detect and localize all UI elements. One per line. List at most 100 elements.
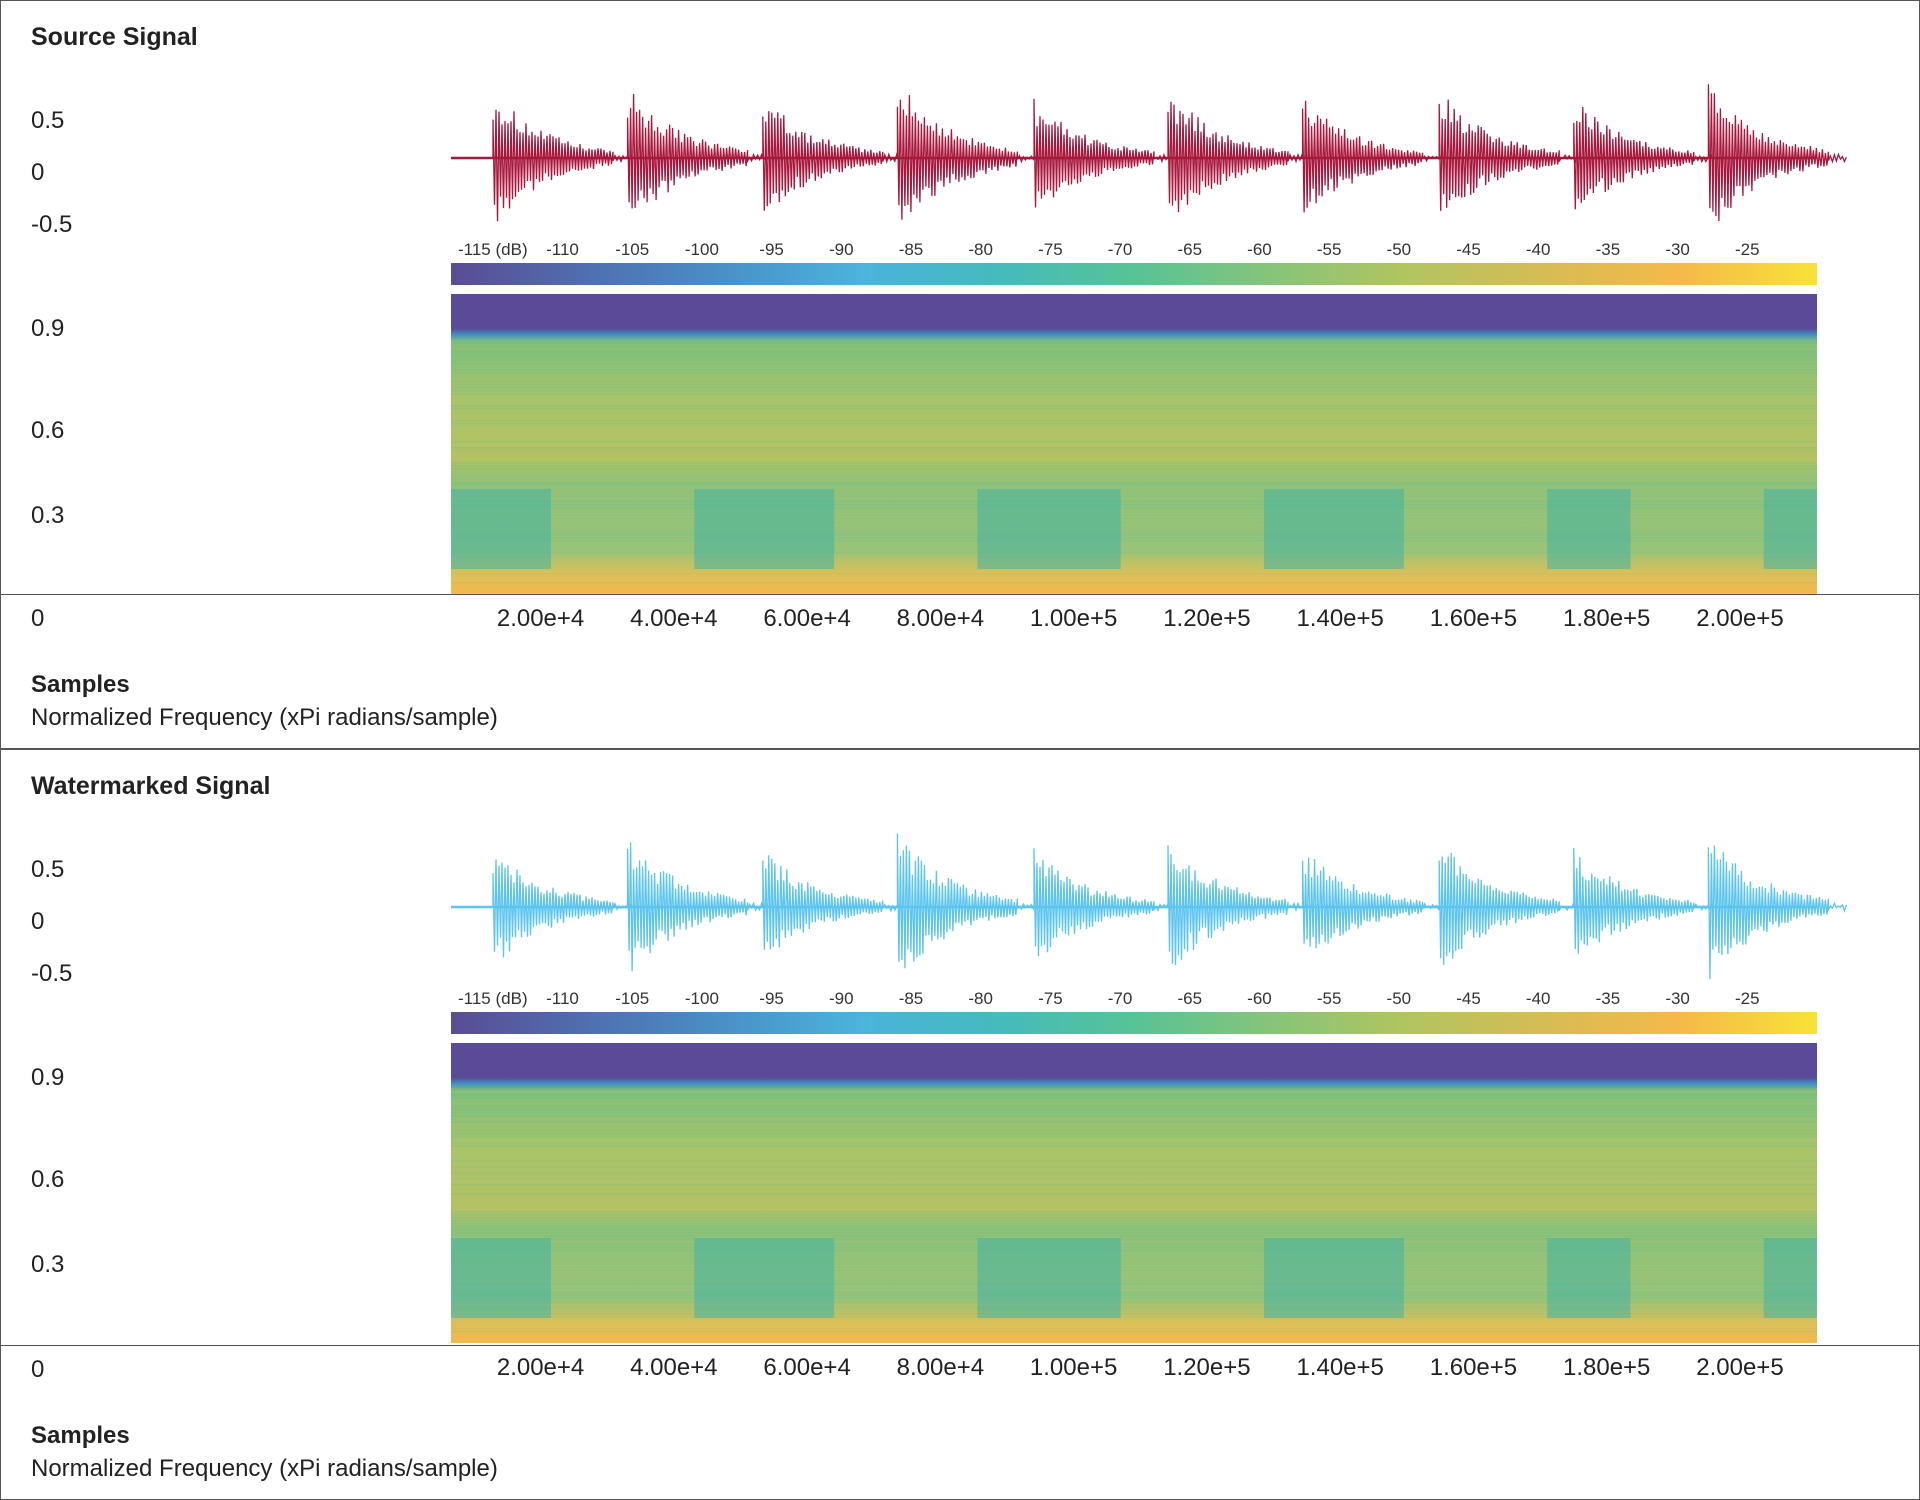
- spectrogram-texture: [451, 447, 1817, 449]
- spectrogram-texture: [451, 1136, 1817, 1138]
- spectrogram-texture: [451, 1295, 1817, 1297]
- spectrogram-texture: [451, 387, 1817, 389]
- colorbar-tick-label: -65: [1177, 240, 1202, 259]
- spectrogram-texture: [451, 474, 1817, 476]
- spectrogram-texture: [451, 1301, 1817, 1303]
- colorbar-tick-label: -35: [1596, 240, 1621, 259]
- spectrogram-texture: [451, 402, 1817, 404]
- spectrogram-texture: [451, 1298, 1817, 1300]
- spectrogram-texture: [451, 510, 1817, 512]
- spectrogram-texture: [451, 1184, 1817, 1186]
- colorbar-tick-label: -25: [1735, 989, 1760, 1008]
- spectrogram-texture: [451, 354, 1817, 356]
- spectrogram-texture: [451, 384, 1817, 386]
- x-tick-label: 1.00e+5: [1030, 605, 1117, 632]
- x-tick-label: 4.00e+4: [630, 605, 717, 632]
- spectrogram-texture: [451, 450, 1817, 452]
- colorbar-tick-label: -75: [1038, 240, 1063, 259]
- spectrogram-texture: [451, 1292, 1817, 1294]
- spectrogram-texture: [451, 1274, 1817, 1276]
- spectrogram-texture: [451, 441, 1817, 443]
- spectrogram-texture: [451, 414, 1817, 416]
- spectrogram-texture: [451, 357, 1817, 359]
- spectrogram-texture: [451, 1193, 1817, 1195]
- spectrogram-texture: [451, 1205, 1817, 1207]
- spectrogram-low-energy-block: [1263, 1238, 1404, 1318]
- spectrogram-texture: [451, 399, 1817, 401]
- waveform-burst: [896, 833, 1037, 969]
- spectrogram-texture: [451, 1211, 1817, 1213]
- waveform-burst: [1301, 100, 1442, 213]
- spectrogram-texture: [451, 498, 1817, 500]
- spectrogram-texture: [451, 372, 1817, 374]
- waveform-burst: [626, 93, 767, 209]
- spectrogram-texture: [451, 1115, 1817, 1117]
- waveform-burst: [896, 95, 1036, 220]
- spectrogram-texture: [451, 1208, 1817, 1210]
- colorbar-tick-label: -75: [1038, 989, 1063, 1008]
- spectrogram-texture: [451, 1172, 1817, 1174]
- spectrogram-texture: [451, 1124, 1817, 1126]
- spectrogram-ytick-1: 0.6: [31, 417, 65, 444]
- spectrogram-texture: [451, 501, 1817, 503]
- spectrogram-texture: [451, 1265, 1817, 1267]
- colorbar-tick-label: -65: [1177, 989, 1202, 1008]
- x-tick-label: 1.80e+5: [1563, 1354, 1650, 1381]
- spectrogram-texture: [451, 435, 1817, 437]
- spectrogram-texture: [451, 1145, 1817, 1147]
- spectrogram-texture: [451, 1160, 1817, 1162]
- spectrogram-texture: [451, 390, 1817, 392]
- spectrogram-texture: [451, 1310, 1817, 1312]
- spectrogram-texture: [451, 1271, 1817, 1273]
- source-signal-panel: Source Signal 0.5 0 -0.5 0.9 0.6 0.3 -11…: [0, 0, 1920, 749]
- spectrogram-texture: [451, 345, 1817, 347]
- spectrogram-texture: [451, 1244, 1817, 1246]
- spectrogram-texture: [451, 537, 1817, 539]
- spectrogram-texture: [451, 1196, 1817, 1198]
- colorbar-tick-label: -105: [615, 989, 649, 1008]
- axis-divider: [1, 1345, 1919, 1346]
- spectrogram-texture: [451, 1109, 1817, 1111]
- waveform-ytick-2: -0.5: [31, 960, 73, 987]
- spectrogram-texture: [451, 543, 1817, 545]
- spectrogram-texture: [451, 1223, 1817, 1225]
- spectrogram-texture: [451, 513, 1817, 515]
- spectrogram-texture: [451, 339, 1817, 341]
- spectrogram-ytick-2: 0.3: [31, 502, 65, 529]
- spectrogram-texture: [451, 1091, 1817, 1093]
- source-signal-chart: -115 (dB) -110 -105 -100 -95 -90 -85 -80 -75 -70 -…: [451, 84, 1847, 632]
- spectrogram-texture: [451, 1217, 1817, 1219]
- waveform-burst: [1707, 84, 1847, 222]
- colorbar-tick-label: -110: [546, 989, 579, 1008]
- spectrogram-low-energy-block: [1547, 1238, 1631, 1318]
- spectrogram-texture: [451, 1220, 1817, 1222]
- spectrogram-texture: [451, 1283, 1817, 1285]
- spectrogram-texture: [451, 486, 1817, 488]
- spectrogram-texture: [451, 1190, 1817, 1192]
- x-tick-label: 1.60e+5: [1430, 605, 1517, 632]
- spectrogram-texture: [451, 504, 1817, 506]
- spectrogram-texture: [451, 519, 1817, 521]
- spectrogram-texture: [451, 582, 1817, 584]
- spectrogram-texture: [451, 1328, 1817, 1330]
- spectrogram-ytick-0: 0.9: [31, 315, 65, 342]
- x-tick-label: 6.00e+4: [763, 1354, 850, 1381]
- spectrogram-texture: [451, 555, 1817, 557]
- spectrogram-texture: [451, 1157, 1817, 1159]
- spectrogram-texture: [451, 1214, 1817, 1216]
- colorbar-tick-label: -35: [1596, 989, 1621, 1008]
- spectrogram-texture: [451, 1325, 1817, 1327]
- waveform-burst: [626, 842, 767, 972]
- spectrogram-texture: [451, 1322, 1817, 1324]
- spectrogram-texture: [451, 393, 1817, 395]
- waveform-ytick-1: 0: [31, 908, 45, 935]
- spectrogram-texture: [451, 540, 1817, 542]
- waveform-burst: [1438, 852, 1578, 965]
- waveform-burst: [762, 111, 902, 211]
- colorbar-tick-label: -50: [1387, 989, 1412, 1008]
- spectrogram-texture: [451, 1133, 1817, 1135]
- spectrogram-texture: [451, 552, 1817, 554]
- spectrogram-texture: [451, 525, 1817, 527]
- spectrogram-low-energy-block: [977, 1238, 1121, 1318]
- x-tick-label: 2.00e+4: [497, 1354, 584, 1381]
